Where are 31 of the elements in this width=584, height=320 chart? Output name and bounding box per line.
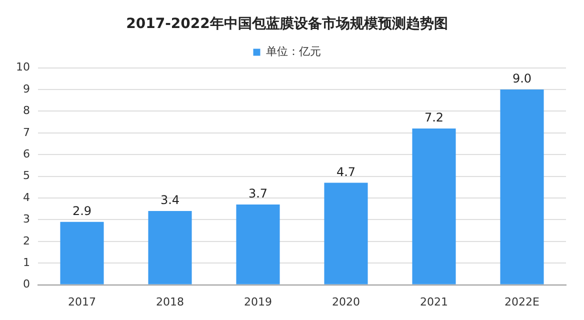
bar bbox=[412, 128, 456, 284]
y-tick-label: 2 bbox=[22, 234, 30, 248]
y-tick-label: 10 bbox=[16, 60, 30, 74]
y-tick-label: 8 bbox=[22, 104, 30, 118]
bar bbox=[60, 222, 104, 284]
x-tick-label: 2020 bbox=[332, 295, 360, 308]
text: 4.7 bbox=[336, 164, 356, 179]
y-tick-label: 4 bbox=[22, 190, 30, 204]
bar bbox=[236, 204, 280, 284]
y-tick-label: 5 bbox=[22, 169, 30, 182]
y-tick-label: 7 bbox=[22, 126, 30, 139]
x-tick-label: 2017 bbox=[68, 295, 96, 308]
y-tick-label: 9 bbox=[22, 82, 30, 96]
legend-label: 单位：亿元 bbox=[266, 45, 321, 58]
x-tick-label: 2018 bbox=[156, 295, 184, 308]
y-tick-label: 6 bbox=[22, 147, 30, 160]
y-tick-label: 1 bbox=[22, 256, 30, 269]
x-tick-label: 2019 bbox=[244, 295, 272, 308]
y-tick-label: 3 bbox=[22, 212, 30, 226]
text: 7.2 bbox=[424, 110, 444, 125]
text: 3.4 bbox=[160, 193, 180, 208]
chart-title: 2017-2022年中国包蓝膜设备市场规模预测趋势图 bbox=[126, 15, 448, 32]
x-tick-label: 2022E bbox=[504, 295, 540, 308]
x-tick-label: 2021 bbox=[420, 295, 448, 308]
bar bbox=[324, 182, 368, 284]
y-tick-label: 0 bbox=[22, 278, 30, 291]
bar bbox=[148, 211, 192, 284]
text: 3.7 bbox=[248, 186, 268, 201]
text: 2.9 bbox=[72, 204, 92, 218]
text: 9.0 bbox=[512, 72, 532, 86]
bar bbox=[500, 90, 544, 284]
